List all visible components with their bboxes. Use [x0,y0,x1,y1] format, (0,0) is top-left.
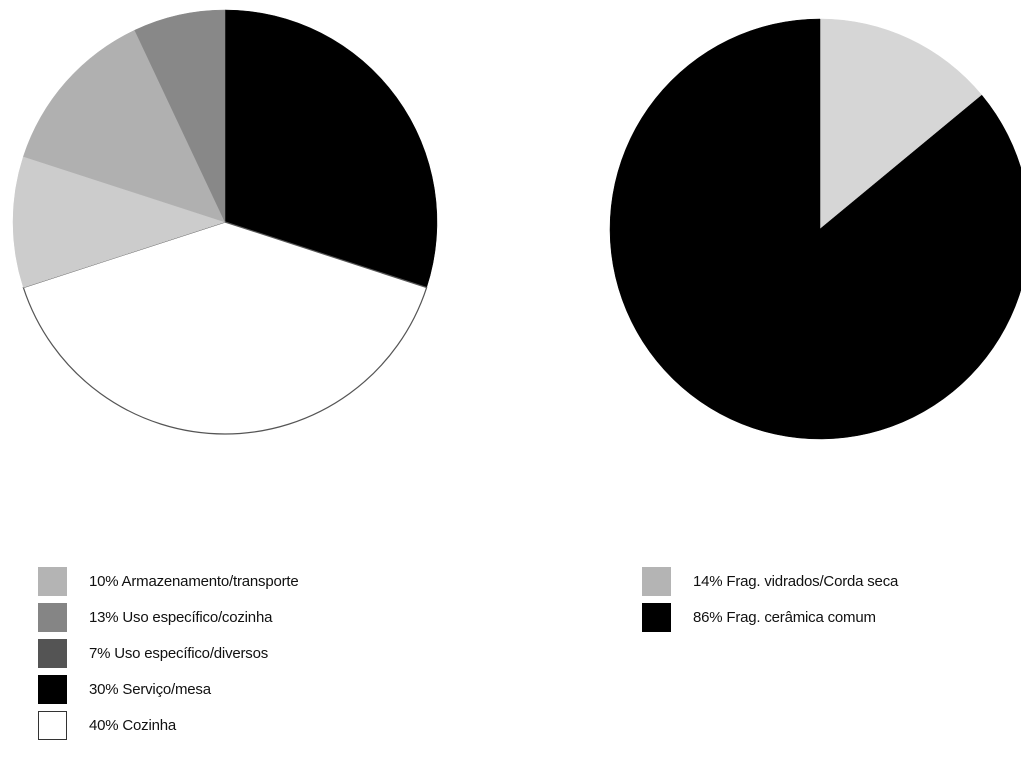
legend-item: 13% Uso específico/cozinha [38,603,299,632]
pie-slice [609,18,1021,440]
legend-swatch [38,639,67,668]
pie-slice [12,156,226,288]
legend-label: 40% Cozinha [89,717,177,734]
legend-label: 13% Uso específico/cozinha [89,609,273,626]
legend-right: 14% Frag. vidrados/Corda seca 86% Frag. … [642,567,898,639]
legend-item: 14% Frag. vidrados/Corda seca [642,567,898,596]
legend-swatch [38,675,67,704]
legend-item: 7% Uso específico/diversos [38,639,299,668]
pie-chart-right [609,18,1021,440]
legend-item: 40% Cozinha [38,711,299,740]
legend-item: 10% Armazenamento/transporte [38,567,299,596]
legend-swatch [642,603,671,632]
pie-slice [134,9,226,223]
pie-chart-left [12,9,438,435]
legend-label: 30% Serviço/mesa [89,681,211,698]
legend-label: 10% Armazenamento/transporte [89,573,299,590]
legend-item: 86% Frag. cerâmica comum [642,603,898,632]
legend-label: 14% Frag. vidrados/Corda seca [693,573,899,590]
legend-item: 30% Serviço/mesa [38,675,299,704]
pie-slice [224,9,438,288]
legend-left: 10% Armazenamento/transporte 13% Uso esp… [38,567,299,747]
legend-swatch [38,567,67,596]
legend-swatch [642,567,671,596]
pie-slice [23,29,226,223]
legend-swatch [38,603,67,632]
pie-slice [819,18,983,230]
pie-slice [22,221,428,435]
legend-swatch [38,711,67,740]
legend-label: 86% Frag. cerâmica comum [693,609,876,626]
legend-label: 7% Uso específico/diversos [89,645,269,662]
